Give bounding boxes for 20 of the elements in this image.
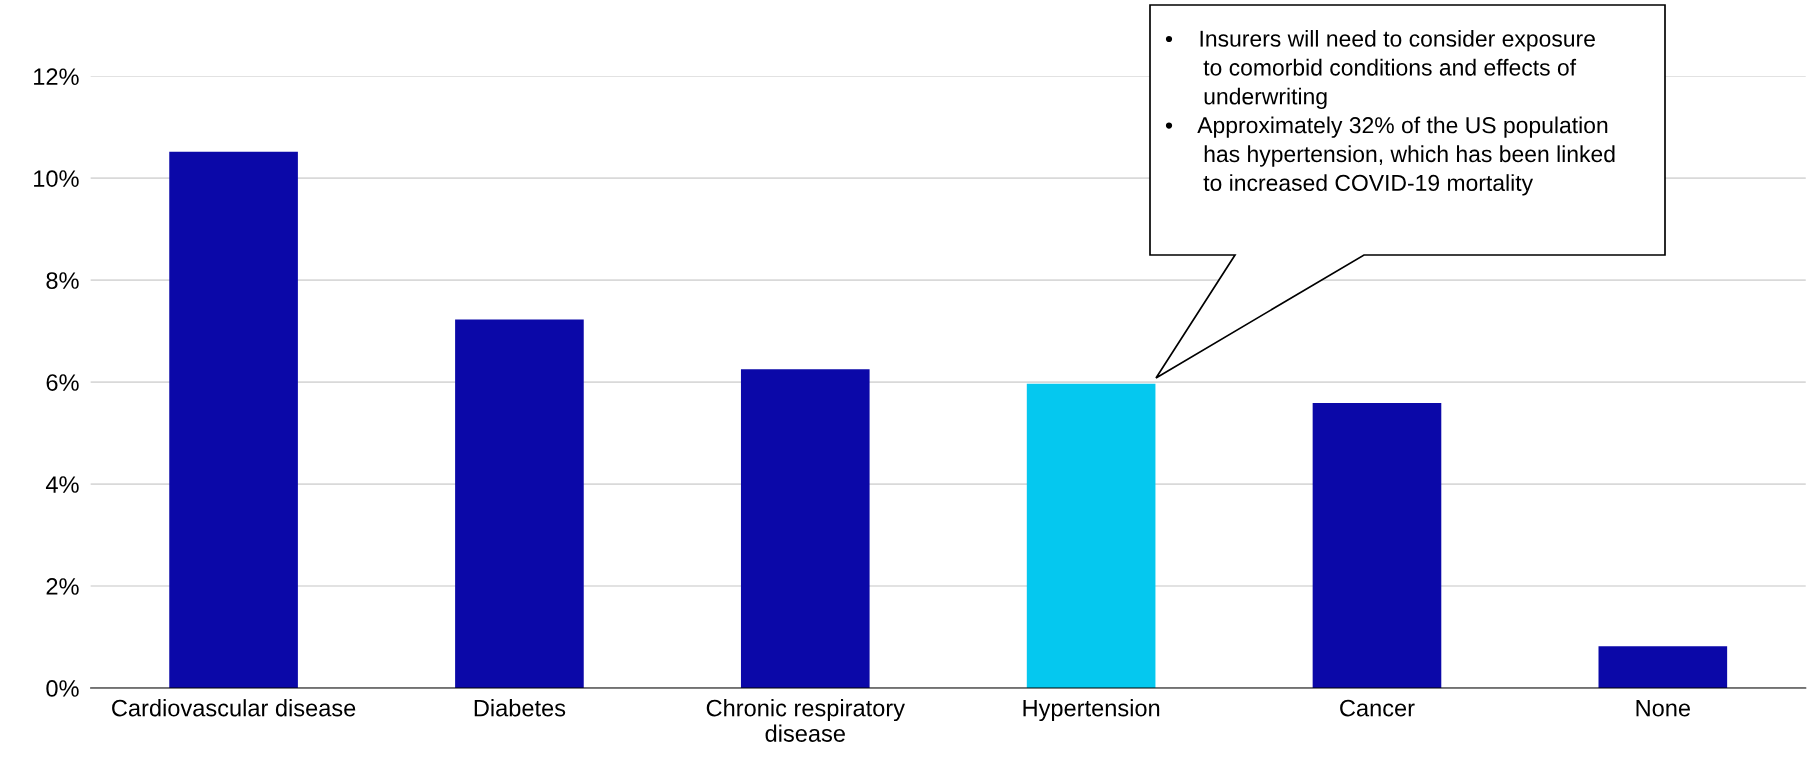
x-tick-label: Diabetes bbox=[474, 699, 566, 717]
x-tick-label: Cardiovascular disease bbox=[112, 699, 356, 717]
bar bbox=[740, 369, 870, 688]
y-tick-label: 4% bbox=[45, 476, 79, 493]
y-tick-label: 12% bbox=[34, 68, 79, 85]
bar bbox=[1312, 403, 1442, 688]
x-tick-label: None bbox=[1636, 699, 1690, 717]
y-tick-label: 2% bbox=[46, 578, 79, 595]
y-tick-label: 0% bbox=[46, 680, 79, 697]
x-tick-label: Hypertension bbox=[1023, 699, 1160, 722]
annotation: • Insurers will need to consider exposure to comorbid conditions and effects of underwriting • Approximately 32% of the US population has hypertension, which has been linked to increased COVID-19 mortality bbox=[1165, 30, 1615, 196]
bar bbox=[455, 319, 584, 688]
x-tick-label: Cancer bbox=[1340, 699, 1415, 717]
y-tick-label: 6% bbox=[46, 374, 79, 391]
bar bbox=[169, 151, 298, 688]
bar bbox=[1026, 383, 1156, 688]
x-tick-label: Chronic respiratory disease bbox=[706, 699, 905, 742]
bar bbox=[1598, 646, 1728, 688]
y-tick-label: 10% bbox=[34, 170, 79, 187]
y-tick-label: 8% bbox=[46, 272, 79, 289]
